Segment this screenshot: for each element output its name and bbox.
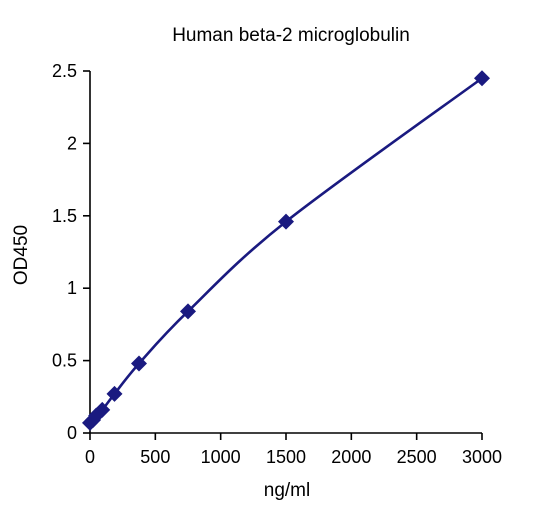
y-tick-label: 1.5 xyxy=(52,206,77,226)
data-point xyxy=(474,70,490,87)
x-tick-label: 3000 xyxy=(462,447,502,467)
data-point xyxy=(180,303,196,320)
y-tick-label: 0 xyxy=(67,423,77,443)
x-tick-label: 1000 xyxy=(201,447,241,467)
data-point xyxy=(94,401,111,418)
data-point xyxy=(278,213,294,230)
fit-curve xyxy=(89,77,483,424)
x-tick-label: 2500 xyxy=(397,447,437,467)
y-tick-label: 1 xyxy=(67,278,77,298)
y-ticks: 0 0.5 1 1.5 2 2.5 xyxy=(52,61,90,443)
y-tick-label: 0.5 xyxy=(52,351,77,371)
data-points xyxy=(82,70,490,431)
x-tick-label: 1500 xyxy=(266,447,306,467)
y-tick-label: 2.5 xyxy=(52,61,77,81)
data-point xyxy=(131,355,147,372)
x-ticks: 0 500 1000 1500 2000 2500 3000 xyxy=(85,433,502,467)
y-axis-label: OD450 xyxy=(11,225,32,285)
x-axis-label: ng/ml xyxy=(264,480,310,501)
x-tick-label: 2000 xyxy=(331,447,371,467)
data-point xyxy=(106,385,123,402)
chart-title: Human beta-2 microglobulin xyxy=(172,25,410,46)
x-tick-label: 0 xyxy=(85,447,95,467)
y-tick-label: 2 xyxy=(67,133,77,153)
x-tick-label: 500 xyxy=(140,447,170,467)
axes: 0 500 1000 1500 2000 2500 3000 0 0.5 1 1.5 2 2.5 xyxy=(52,61,502,467)
